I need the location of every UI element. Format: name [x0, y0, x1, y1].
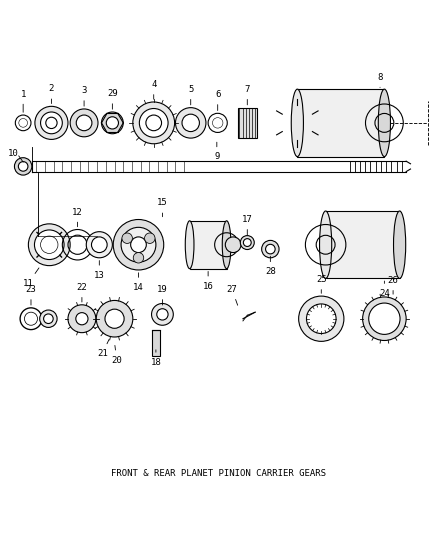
Circle shape [35, 230, 64, 260]
Circle shape [122, 233, 132, 244]
Circle shape [44, 314, 53, 324]
Circle shape [35, 107, 68, 140]
Circle shape [145, 233, 155, 244]
Ellipse shape [291, 89, 304, 157]
Circle shape [139, 109, 168, 137]
Text: 14: 14 [133, 273, 144, 292]
Bar [238, 108, 257, 138]
Text: 7: 7 [244, 85, 250, 105]
Circle shape [363, 297, 406, 341]
Circle shape [133, 102, 175, 144]
Circle shape [86, 232, 113, 258]
Circle shape [40, 310, 57, 327]
Circle shape [105, 309, 124, 328]
Ellipse shape [320, 211, 332, 278]
Text: 21: 21 [97, 340, 109, 358]
Circle shape [299, 296, 344, 341]
Text: 23: 23 [25, 285, 36, 305]
Text: 3: 3 [81, 86, 87, 106]
Text: 12: 12 [72, 207, 83, 227]
Circle shape [244, 239, 251, 246]
Text: 25: 25 [316, 275, 327, 293]
Text: 18: 18 [151, 350, 161, 367]
Text: 2: 2 [49, 84, 54, 103]
Circle shape [28, 224, 70, 265]
Text: 17: 17 [242, 215, 253, 235]
Circle shape [102, 112, 123, 134]
Circle shape [369, 303, 400, 334]
Bar [190, 221, 226, 269]
Text: 27: 27 [227, 285, 238, 305]
Text: 4: 4 [151, 80, 156, 99]
Circle shape [70, 109, 98, 137]
Circle shape [106, 117, 118, 129]
Bar [325, 211, 399, 278]
Circle shape [176, 108, 206, 138]
Text: 26: 26 [388, 276, 399, 294]
Circle shape [96, 301, 133, 337]
Circle shape [240, 236, 254, 249]
Text: 29: 29 [107, 89, 118, 109]
Text: 13: 13 [94, 261, 105, 280]
Text: 19: 19 [157, 285, 168, 305]
Circle shape [92, 237, 107, 253]
Circle shape [265, 244, 275, 254]
Circle shape [225, 237, 241, 253]
Circle shape [113, 220, 164, 270]
Ellipse shape [222, 221, 231, 269]
Circle shape [182, 114, 199, 132]
Text: 6: 6 [215, 90, 220, 110]
Text: 9: 9 [214, 142, 219, 161]
Bar [297, 89, 385, 157]
Circle shape [307, 304, 336, 334]
Circle shape [68, 305, 96, 333]
Text: 22: 22 [77, 283, 87, 302]
Text: FRONT & REAR PLANET PINION CARRIER GEARS: FRONT & REAR PLANET PINION CARRIER GEARS [112, 469, 326, 478]
Text: 8: 8 [378, 72, 383, 87]
Text: 10: 10 [8, 149, 19, 158]
Circle shape [157, 309, 168, 320]
Circle shape [41, 112, 62, 134]
Text: 28: 28 [265, 256, 276, 276]
Text: 24: 24 [379, 281, 390, 298]
Text: 1: 1 [21, 90, 26, 112]
Text: 16: 16 [203, 271, 213, 290]
Circle shape [152, 303, 173, 325]
Circle shape [14, 158, 32, 175]
Ellipse shape [185, 221, 194, 269]
Ellipse shape [378, 89, 391, 157]
Circle shape [261, 240, 279, 258]
Circle shape [76, 115, 92, 131]
Circle shape [131, 237, 146, 253]
Text: 5: 5 [188, 85, 194, 105]
Circle shape [76, 313, 88, 325]
Text: 11: 11 [23, 268, 39, 287]
Text: 20: 20 [111, 345, 122, 365]
Circle shape [18, 161, 28, 171]
Ellipse shape [393, 211, 406, 278]
Bar [152, 329, 160, 356]
Circle shape [121, 228, 156, 262]
Text: 15: 15 [157, 198, 168, 217]
Circle shape [133, 253, 144, 263]
